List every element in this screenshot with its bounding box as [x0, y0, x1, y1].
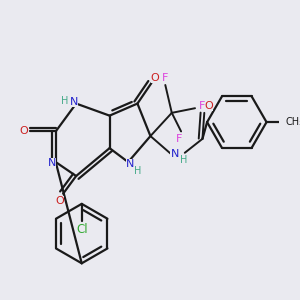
Text: O: O — [20, 126, 28, 136]
Text: N: N — [70, 97, 79, 107]
Text: H: H — [134, 167, 141, 176]
Text: O: O — [55, 196, 64, 206]
Text: H: H — [61, 96, 69, 106]
Text: N: N — [170, 149, 179, 159]
Text: F: F — [199, 101, 206, 111]
Text: F: F — [162, 74, 169, 83]
Text: H: H — [180, 155, 188, 165]
Text: F: F — [176, 134, 182, 144]
Text: O: O — [205, 101, 213, 111]
Text: O: O — [151, 73, 160, 82]
Text: CH₃: CH₃ — [285, 117, 300, 127]
Text: N: N — [48, 158, 56, 168]
Text: Cl: Cl — [76, 224, 88, 236]
Text: N: N — [126, 159, 134, 169]
